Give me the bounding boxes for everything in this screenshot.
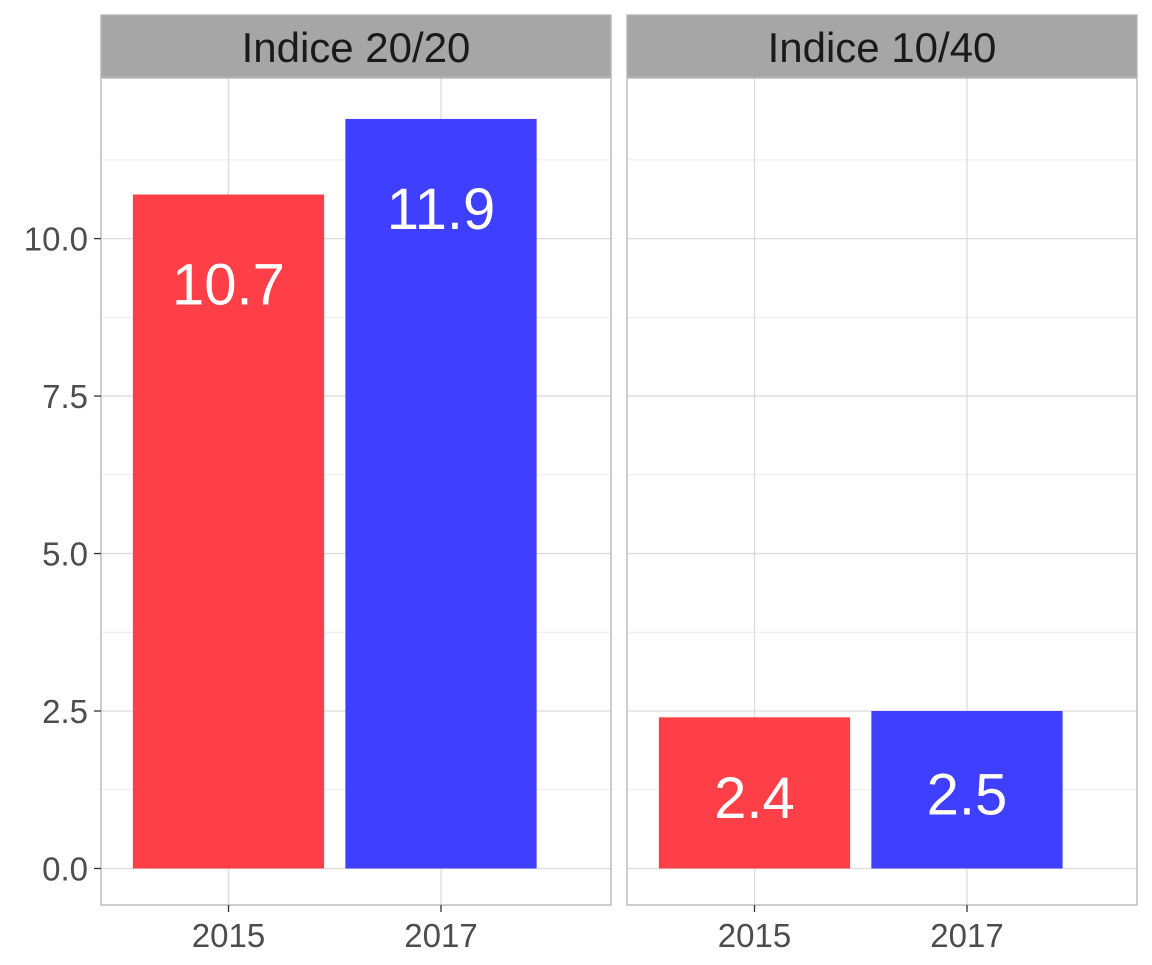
bar-2017 [871, 711, 1063, 869]
data-label: 10.7 [172, 253, 285, 318]
facet-strip-label: Indice 20/20 [242, 24, 471, 71]
x-tick-label: 2017 [404, 917, 477, 954]
y-tick-label: 2.5 [42, 693, 88, 730]
x-tick-label: 2017 [930, 917, 1003, 954]
panel-border [100, 77, 612, 906]
bar-2015 [132, 194, 325, 869]
bar-2015 [658, 717, 851, 869]
x-tick-label: 2015 [718, 917, 791, 954]
bar-2017 [345, 118, 537, 869]
facet-strip-label: Indice 10/40 [768, 24, 997, 71]
data-label: 2.4 [714, 766, 795, 831]
facet-strip [626, 14, 1138, 78]
x-tick-label: 2015 [192, 917, 265, 954]
y-tick-label: 10.0 [24, 221, 88, 258]
y-tick-label: 7.5 [42, 378, 88, 415]
facet-strip [100, 14, 612, 78]
data-label: 2.5 [927, 763, 1008, 828]
y-tick-label: 5.0 [42, 536, 88, 573]
data-label: 11.9 [387, 177, 496, 242]
y-tick-label: 0.0 [42, 850, 88, 887]
panel-border [626, 77, 1138, 906]
